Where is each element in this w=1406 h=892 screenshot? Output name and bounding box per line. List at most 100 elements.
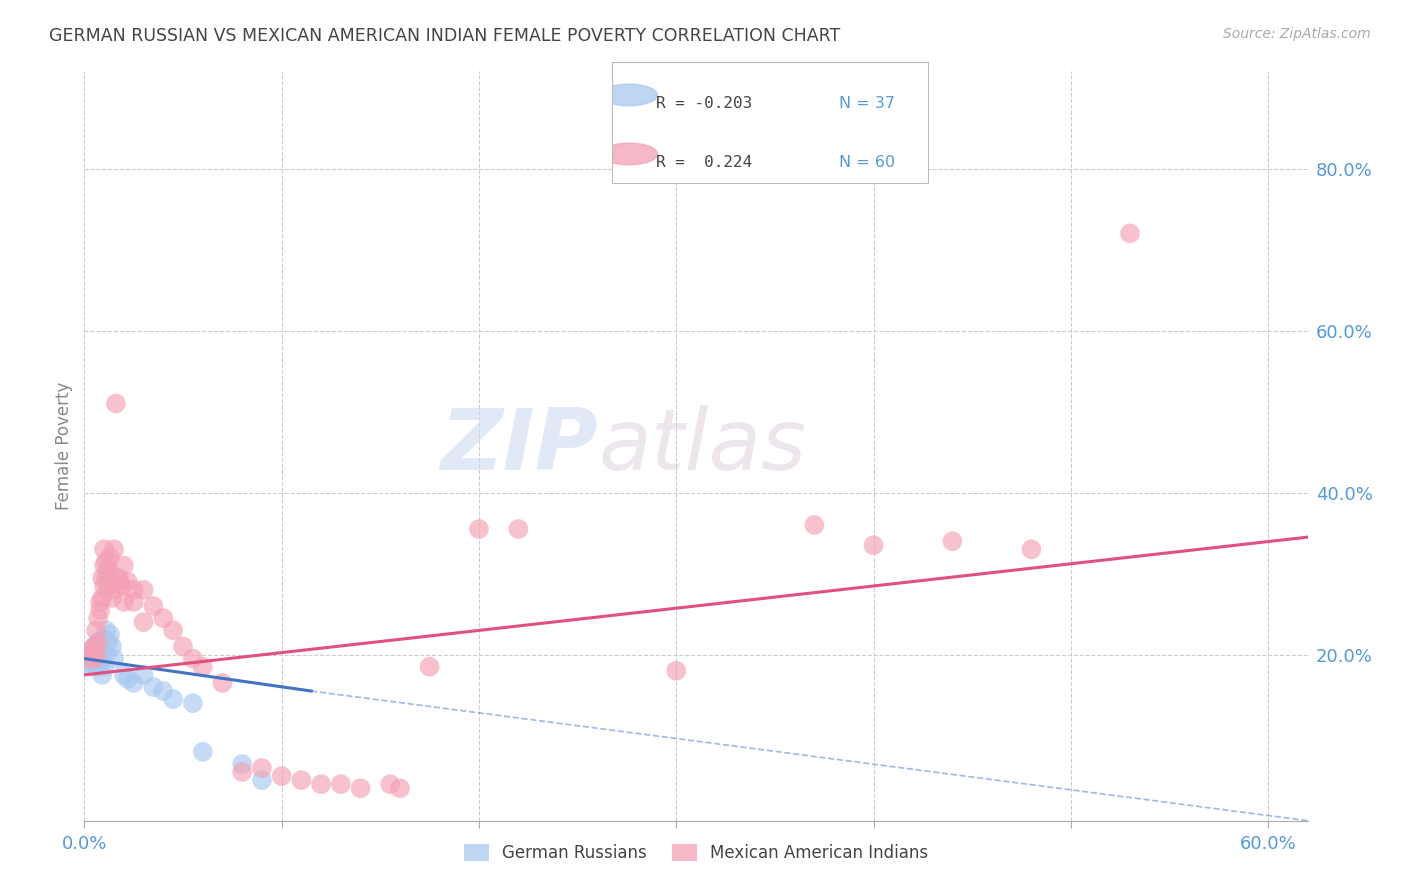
Text: R = -0.203: R = -0.203: [655, 95, 752, 111]
Point: [94, 554, 117, 568]
Point: [862, 538, 884, 552]
Point: [231, 765, 253, 780]
Point: [84, 643, 107, 657]
Point: [83, 656, 105, 670]
Point: [89, 648, 111, 662]
Point: [162, 624, 184, 638]
Point: [87, 648, 110, 662]
Point: [112, 595, 135, 609]
Point: [94, 571, 117, 585]
Point: [111, 579, 134, 593]
Point: [91, 668, 114, 682]
Point: [82, 651, 104, 665]
Point: [93, 558, 115, 573]
Point: [803, 518, 825, 533]
Point: [191, 745, 214, 759]
Point: [97, 635, 120, 649]
Point: [270, 769, 292, 783]
Point: [132, 582, 155, 597]
Point: [101, 591, 124, 605]
Point: [103, 542, 125, 557]
Point: [142, 680, 165, 694]
Point: [97, 562, 120, 576]
Point: [87, 635, 110, 649]
Point: [1021, 542, 1043, 557]
Point: [83, 640, 105, 654]
Point: [93, 632, 115, 646]
Point: [83, 640, 105, 654]
Point: [79, 648, 101, 662]
Point: [84, 648, 107, 662]
Point: [1119, 227, 1142, 241]
Point: [181, 651, 204, 665]
Point: [107, 571, 129, 585]
Circle shape: [600, 143, 658, 165]
Point: [93, 542, 115, 557]
Point: [83, 648, 105, 662]
Point: [132, 668, 155, 682]
Point: [250, 761, 273, 775]
Point: [250, 773, 273, 788]
Point: [122, 582, 145, 597]
Point: [101, 640, 124, 654]
Point: [508, 522, 530, 536]
Point: [309, 777, 332, 791]
Point: [87, 611, 110, 625]
Point: [665, 664, 688, 678]
Point: [87, 651, 110, 665]
Text: GERMAN RUSSIAN VS MEXICAN AMERICAN INDIAN FEMALE POVERTY CORRELATION CHART: GERMAN RUSSIAN VS MEXICAN AMERICAN INDIA…: [49, 27, 841, 45]
Text: N = 60: N = 60: [839, 154, 896, 169]
Point: [98, 550, 121, 565]
Point: [122, 595, 145, 609]
Point: [419, 659, 441, 673]
Text: N = 37: N = 37: [839, 95, 896, 111]
Text: atlas: atlas: [598, 404, 806, 488]
Point: [112, 668, 135, 682]
Point: [98, 627, 121, 641]
Point: [83, 651, 105, 665]
Point: [91, 591, 114, 605]
Point: [97, 579, 120, 593]
Point: [117, 574, 139, 589]
Point: [112, 558, 135, 573]
Point: [108, 574, 131, 589]
Point: [82, 659, 104, 673]
Point: [389, 781, 412, 796]
Point: [122, 676, 145, 690]
Point: [231, 756, 253, 771]
Point: [89, 595, 111, 609]
Point: [91, 571, 114, 585]
Point: [142, 599, 165, 613]
Point: [380, 777, 402, 791]
Point: [79, 656, 101, 670]
Point: [181, 696, 204, 710]
Point: [329, 777, 352, 791]
Point: [152, 611, 174, 625]
Point: [98, 566, 121, 581]
Point: [93, 579, 115, 593]
Point: [103, 651, 125, 665]
Point: [132, 615, 155, 630]
Circle shape: [600, 84, 658, 106]
Text: Source: ZipAtlas.com: Source: ZipAtlas.com: [1223, 27, 1371, 41]
Point: [349, 781, 371, 796]
Point: [77, 651, 100, 665]
Point: [172, 640, 194, 654]
Point: [152, 684, 174, 698]
Point: [87, 635, 110, 649]
Point: [211, 676, 233, 690]
Point: [94, 648, 117, 662]
Point: [91, 651, 114, 665]
Text: ZIP: ZIP: [440, 404, 598, 488]
Legend: German Russians, Mexican American Indians: German Russians, Mexican American Indian…: [457, 837, 935, 869]
Point: [89, 603, 111, 617]
Point: [104, 396, 127, 410]
Point: [117, 672, 139, 686]
Point: [94, 624, 117, 638]
Point: [84, 624, 107, 638]
Point: [290, 773, 312, 788]
Point: [89, 656, 111, 670]
Point: [468, 522, 491, 536]
Point: [162, 692, 184, 706]
Point: [79, 651, 101, 665]
